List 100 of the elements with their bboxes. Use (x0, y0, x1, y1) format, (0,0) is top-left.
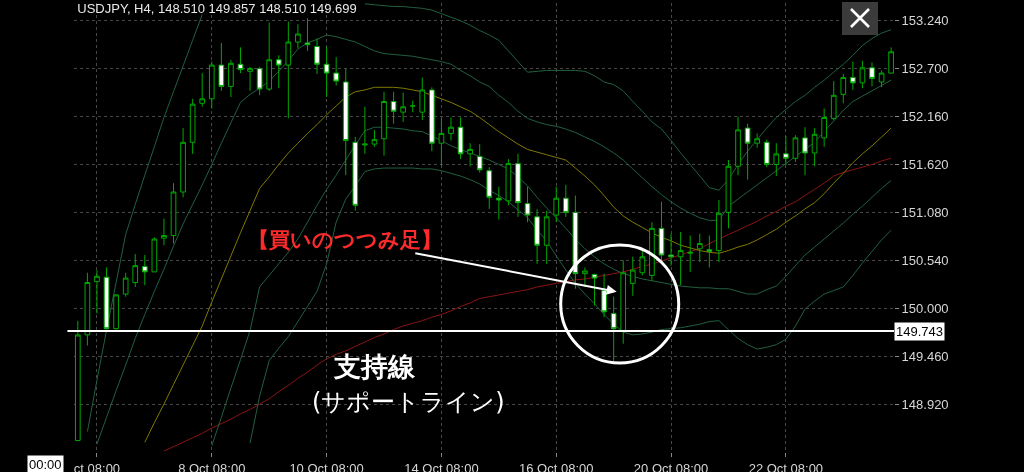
text: 00:00 (29, 457, 62, 472)
candlestick (687, 234, 694, 273)
candlestick (649, 221, 655, 282)
candlestick (515, 153, 521, 218)
candlestick (84, 272, 91, 347)
candlestick (859, 60, 866, 89)
candlestick (467, 142, 473, 167)
x-tick-label: ct 08:00 (73, 460, 121, 472)
ref-line-label: 149.743 (896, 324, 943, 339)
annotation: 【買いのつつみ足】 (248, 228, 442, 252)
candlestick (170, 182, 177, 244)
candlestick (141, 254, 148, 286)
candlestick (285, 21, 292, 119)
candlestick (696, 233, 703, 263)
candlestick (419, 77, 426, 121)
line-series (211, 126, 892, 447)
candlestick (352, 136, 359, 212)
annotation: (サポートライン) (312, 388, 505, 416)
candlestick (381, 91, 387, 157)
candlestick (304, 17, 311, 52)
candlestick (821, 108, 827, 148)
candlestick (122, 272, 129, 298)
candlestick (706, 234, 713, 268)
candlestick (677, 231, 684, 286)
candlestick (208, 61, 215, 110)
candlestick (218, 42, 225, 92)
candlestick (371, 129, 378, 148)
candlestick (74, 320, 81, 441)
candlestick (275, 54, 282, 89)
x-tick-label: 14 Oct 08:00 (404, 460, 479, 472)
candlestick (553, 186, 560, 223)
candlestick (94, 269, 100, 315)
candlestick (199, 72, 206, 108)
candlestick (620, 259, 627, 345)
candlestick (524, 186, 531, 223)
candlestick (792, 134, 799, 163)
y-tick-label: 152.700 (901, 61, 949, 77)
y-tick-label: 152.160 (901, 109, 949, 125)
candlestick (830, 80, 837, 121)
candlestick (342, 68, 349, 176)
candlestick (850, 61, 856, 91)
candlestick (534, 208, 540, 265)
candlestick (869, 61, 875, 87)
candlestick (189, 98, 196, 155)
candlestick (457, 116, 464, 160)
candlestick (639, 250, 646, 276)
candlestick (495, 186, 502, 221)
candlestick (390, 91, 397, 125)
candlestick (744, 123, 751, 181)
candlestick (840, 73, 847, 104)
x-tick-label: 16 Oct 08:00 (519, 460, 594, 472)
y-tick-label: 148.920 (901, 396, 949, 412)
candlestick (438, 117, 445, 166)
candlestick (562, 184, 569, 218)
candlestick (113, 293, 119, 331)
candlestick (151, 236, 158, 273)
line-series (144, 86, 892, 443)
candlestick (716, 199, 722, 263)
y-tick-label: 149.460 (901, 348, 949, 364)
y-tick-label: 150.000 (901, 300, 949, 316)
y-tick-label: 151.620 (901, 157, 949, 173)
candlestick (878, 69, 885, 88)
candlestick (763, 139, 770, 168)
candlestick (783, 135, 789, 166)
candlestick (754, 132, 761, 149)
candlestick (256, 66, 263, 96)
candlestick (773, 142, 780, 177)
annotation: 支持線 (333, 351, 416, 382)
candlestick (802, 126, 808, 176)
candlestick (295, 23, 301, 49)
candlestick (668, 233, 674, 267)
candlestick (247, 66, 253, 92)
candlestick (505, 158, 512, 206)
candlestick (725, 159, 732, 229)
y-tick-label: 150.540 (901, 252, 949, 268)
x-tick-label: 20 Oct 08:00 (633, 460, 709, 472)
candlestick (486, 166, 493, 210)
candlestick (228, 59, 234, 98)
candlestick (543, 210, 550, 265)
line-series (249, 167, 892, 444)
candlestick (180, 127, 186, 198)
chart-title: USDJPY, H4, 148.510 149.857 148.510 149.699 (77, 1, 357, 17)
x-tick-label: 8 Oct 08:00 (178, 460, 246, 472)
x-tick-label: 22 Oct 08:00 (748, 460, 824, 472)
candlestick (161, 218, 167, 246)
candlestick (323, 45, 330, 98)
candlestick (409, 100, 416, 113)
candlestick (582, 266, 588, 288)
candlestick (476, 143, 483, 173)
candlestick (429, 86, 435, 152)
candlestick (314, 37, 320, 75)
candlestick (333, 56, 340, 87)
y-tick-label: 151.080 (901, 204, 949, 220)
candlestick (132, 253, 139, 288)
line-series (163, 157, 892, 452)
candlestick (400, 92, 406, 123)
y-tick-label: 153.240 (901, 13, 949, 29)
candlestick (362, 106, 368, 155)
candlestick (448, 116, 454, 142)
candlestick (237, 46, 244, 74)
